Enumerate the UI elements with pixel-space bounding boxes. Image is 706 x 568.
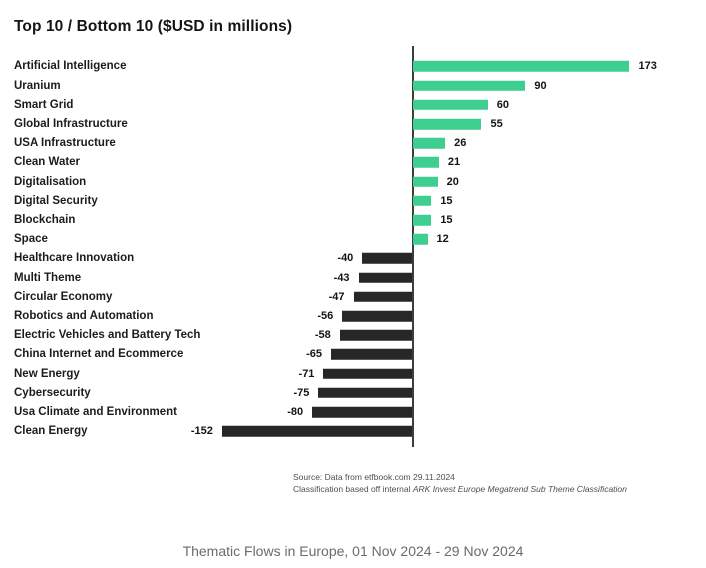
category-label: Circular Economy: [14, 290, 113, 303]
bar-positive: [412, 214, 432, 226]
category-label: Clean Energy: [14, 425, 88, 438]
bar-negative: [323, 368, 413, 379]
source-line-2: Classification based off internal ARK In…: [293, 483, 627, 494]
category-label: Digitalisation: [14, 175, 87, 188]
bar-negative: [358, 272, 413, 283]
bar-positive: [412, 138, 446, 149]
category-label: Artificial Intelligence: [14, 60, 127, 73]
chart-row: China Internet and Ecommerce -65: [0, 345, 706, 364]
bar-positive: [412, 61, 630, 72]
chart-row: Robotics and Automation -56: [0, 307, 706, 326]
chart-row: Smart Grid 60: [0, 95, 706, 114]
bar-positive: [412, 176, 438, 187]
bar-positive: [412, 234, 428, 245]
bar-negative: [353, 291, 413, 303]
value-label: 21: [447, 156, 461, 169]
figure-caption: Thematic Flows in Europe, 01 Nov 2024 - …: [182, 543, 524, 559]
value-label: -56: [317, 310, 334, 323]
source-line-1: Source: Data from etfbook.com 29.11.2024: [293, 472, 455, 482]
chart-row: USA Infrastructure 26: [0, 134, 706, 153]
bar-positive: [412, 118, 482, 130]
bar-negative: [221, 426, 413, 437]
bar-positive: [412, 195, 432, 207]
value-label: 15: [440, 214, 453, 227]
chart-row: Global Infrastructure 55: [0, 115, 706, 134]
category-label: China Internet and Ecommerce: [14, 348, 184, 361]
value-label: -80: [287, 406, 304, 419]
chart-row: Usa Climate and Environment -80: [0, 403, 706, 422]
category-label: Healthcare Innovation: [14, 252, 135, 265]
value-label: -40: [337, 252, 354, 265]
value-label: 173: [638, 60, 657, 73]
bar-negative: [330, 349, 413, 360]
category-label: Global Infrastructure: [14, 118, 128, 131]
category-label: Electric Vehicles and Battery Tech: [14, 329, 201, 342]
chart-row: Circular Economy -47: [0, 287, 706, 306]
chart-row: Space 12: [0, 230, 706, 249]
value-label: -65: [306, 348, 322, 361]
value-label: 90: [534, 79, 547, 92]
source-note: Source: Data from etfbook.com 29.11.2024…: [293, 472, 627, 495]
category-label: Space: [14, 233, 48, 246]
bar-negative: [362, 253, 413, 264]
value-label: -71: [298, 367, 315, 380]
value-label: -75: [293, 386, 310, 399]
category-label: Uranium: [14, 79, 61, 92]
bar-positive: [412, 99, 488, 111]
bar-positive: [412, 157, 439, 168]
chart-row: Cybersecurity -75: [0, 383, 706, 402]
chart-title: Top 10 / Bottom 10 ($USD in millions): [14, 18, 293, 35]
category-label: New Energy: [14, 367, 80, 380]
category-label: Smart Grid: [14, 98, 74, 111]
category-label: USA Infrastructure: [14, 137, 116, 150]
category-label: Digital Security: [14, 194, 98, 207]
bar-negative: [339, 330, 413, 341]
chart-row: Healthcare Innovation -40: [0, 249, 706, 268]
chart-row: Multi Theme -43: [0, 268, 706, 287]
chart-row: Artificial Intelligence 173: [0, 57, 706, 76]
category-label: Clean Water: [14, 156, 81, 169]
chart-row: Blockchain 15: [0, 211, 706, 230]
value-label: -152: [190, 425, 213, 438]
bar-negative: [342, 310, 413, 322]
chart-row: Clean Energy -152: [0, 422, 706, 441]
value-label: 55: [490, 118, 503, 131]
value-label: 60: [496, 98, 509, 111]
chart-row: Digitalisation 20: [0, 172, 706, 191]
value-label: -47: [328, 290, 345, 303]
value-label: 20: [446, 175, 459, 188]
category-label: Blockchain: [14, 214, 76, 227]
value-label: 15: [440, 194, 453, 207]
category-label: Robotics and Automation: [14, 310, 154, 323]
value-label: -43: [333, 271, 350, 284]
axis-line: [412, 46, 414, 447]
chart-row: Electric Vehicles and Battery Tech -58: [0, 326, 706, 345]
bar-positive: [412, 80, 526, 91]
chart-row: Digital Security 15: [0, 191, 706, 210]
chart-row: Uranium 90: [0, 76, 706, 95]
chart-area: Artificial Intelligence 173 Uranium 90 Smart…: [0, 46, 706, 447]
chart-row: New Energy -71: [0, 364, 706, 383]
bar-negative: [312, 406, 413, 418]
value-label: 12: [436, 233, 449, 246]
category-label: Cybersecurity: [14, 386, 91, 399]
category-label: Usa Climate and Environment: [14, 406, 177, 419]
category-label: Multi Theme: [14, 271, 82, 284]
value-label: -58: [314, 329, 331, 342]
bar-negative: [318, 387, 413, 399]
chart-row: Clean Water 21: [0, 153, 706, 172]
value-label: 26: [454, 137, 467, 150]
